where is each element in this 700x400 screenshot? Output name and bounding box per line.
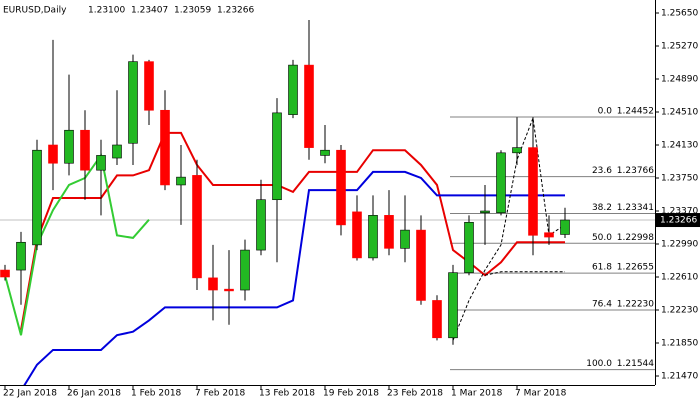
candle-body <box>48 144 58 164</box>
indicator-line <box>452 117 566 341</box>
x-tick-label: 13 Feb 2018 <box>259 389 315 399</box>
candle-body <box>448 272 458 339</box>
fib-level: 100.0 <box>586 359 612 369</box>
candle-body <box>304 64 314 148</box>
fib-price: 1.22655 <box>617 263 654 273</box>
fib-level: 38.2 <box>592 203 612 213</box>
candle-body <box>112 144 122 159</box>
x-tick-label: 7 Mar 2018 <box>515 389 567 399</box>
fib-level: 61.8 <box>592 263 612 273</box>
fib-price: 1.23766 <box>617 166 654 176</box>
candle-body <box>352 211 362 259</box>
y-tick-label: 1.24510 <box>661 108 698 118</box>
fib-level: 50.0 <box>592 233 612 243</box>
candle-body <box>128 61 138 144</box>
price-tag-label: 1.23266 <box>660 216 697 226</box>
indicator-line <box>484 271 565 276</box>
fib-price: 1.21544 <box>617 359 654 369</box>
candle-body <box>0 269 10 278</box>
indicator-line <box>20 131 565 331</box>
fib-level: 0.0 <box>598 107 613 117</box>
candle-body <box>320 149 330 156</box>
y-tick-label: 1.24890 <box>661 75 698 85</box>
x-tick-label: 26 Jan 2018 <box>67 389 121 399</box>
candle-body <box>368 215 378 259</box>
fib-price: 1.24452 <box>617 107 654 117</box>
y-tick-label: 1.25270 <box>661 42 698 52</box>
y-tick-label: 1.25650 <box>661 9 698 19</box>
candle-body <box>144 61 154 111</box>
candle-body <box>560 219 570 235</box>
candle-body <box>224 288 234 292</box>
candle-body <box>80 129 90 171</box>
y-tick-label: 1.22610 <box>661 273 698 283</box>
ohlc-value: 1.23266 <box>217 6 254 16</box>
candle-body <box>256 199 266 251</box>
candle-body <box>432 300 442 339</box>
candle-body <box>64 129 74 164</box>
y-tick-label: 1.21470 <box>661 372 698 382</box>
ohlc-value: 1.23100 <box>88 6 125 16</box>
fib-price: 1.22998 <box>617 233 654 243</box>
y-tick-label: 1.21850 <box>661 339 698 349</box>
candle-body <box>480 210 490 214</box>
y-tick-label: 1.23370 <box>661 207 698 217</box>
candle-body <box>384 215 394 249</box>
candle-body <box>272 112 282 201</box>
ohlc-value: 1.23059 <box>174 6 211 16</box>
candle-body <box>336 149 346 226</box>
candle-body <box>544 232 554 238</box>
candle-body <box>160 109 170 186</box>
plot-area: 0.0 1.24452 23.6 1.23766 38.2 1.23341 50.0 1.22… <box>0 19 655 385</box>
candle-body <box>32 149 42 246</box>
ohlc-value: 1.23407 <box>131 6 168 16</box>
indicator-line <box>23 170 565 385</box>
x-tick-label: 1 Mar 2018 <box>451 389 503 399</box>
x-tick-label: 1 Feb 2018 <box>131 389 182 399</box>
y-tick-label: 1.24130 <box>661 141 698 151</box>
candle-body <box>464 221 474 273</box>
candle-body <box>176 176 186 186</box>
candle-body <box>240 249 250 291</box>
x-tick-label: 22 Jan 2018 <box>3 389 57 399</box>
candle-body <box>528 147 538 236</box>
fib-level: 76.4 <box>592 300 612 310</box>
candle-body <box>416 229 426 301</box>
candle-body <box>208 277 218 291</box>
fib-price: 1.23341 <box>617 203 654 213</box>
fib-price: 1.22230 <box>617 300 654 310</box>
x-tick-label: 19 Feb 2018 <box>323 389 379 399</box>
indicator-line <box>4 152 150 336</box>
candle-body <box>16 241 26 271</box>
y-tick-label: 1.23750 <box>661 174 698 184</box>
x-tick-label: 23 Feb 2018 <box>387 389 443 399</box>
candle-body <box>288 64 298 115</box>
candle-body <box>192 175 202 279</box>
y-tick-label: 1.22990 <box>661 240 698 250</box>
candle-body <box>512 147 522 154</box>
x-tick-label: 7 Feb 2018 <box>195 389 246 399</box>
candle-body <box>400 229 410 249</box>
candle-body <box>96 155 106 171</box>
fib-level: 23.6 <box>592 166 612 176</box>
y-tick-label: 1.22230 <box>661 306 698 316</box>
price-tag <box>656 213 700 228</box>
candle-body <box>496 152 506 214</box>
symbol: EURUSD,Daily <box>3 6 67 16</box>
